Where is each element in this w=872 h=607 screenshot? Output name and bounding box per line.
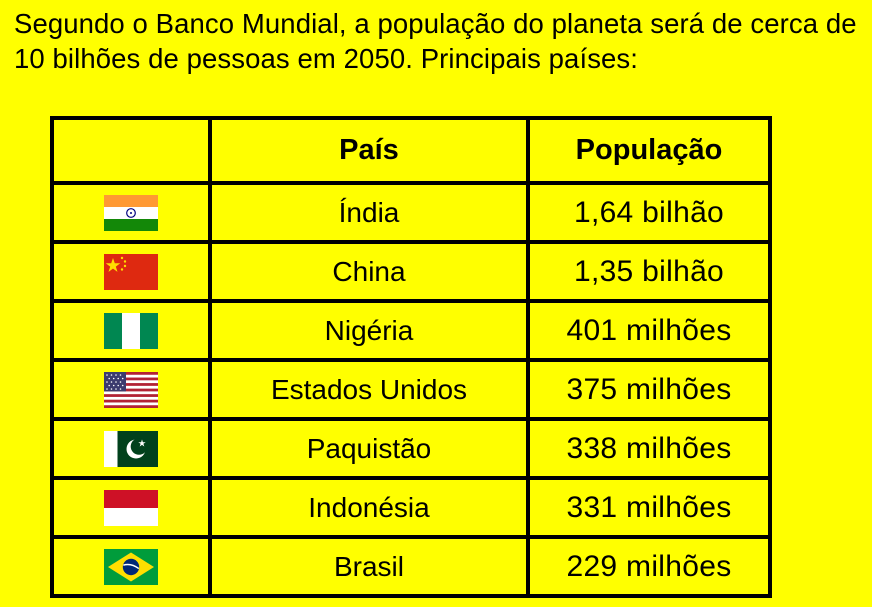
table-row: Brasil 229 milhões [50, 535, 772, 598]
country-name: Nigéria [208, 299, 530, 362]
header-flag [50, 116, 212, 185]
population-value: 338 milhões [526, 417, 772, 480]
header-population: População [526, 116, 772, 185]
flag-cell [50, 240, 212, 303]
flag-cell [50, 181, 212, 244]
india-flag-icon [104, 194, 158, 231]
flag-cell [50, 358, 212, 421]
flag-cell [50, 299, 212, 362]
population-value: 1,64 bilhão [526, 181, 772, 244]
indonesia-flag-icon [104, 489, 158, 526]
table-row: Estados Unidos 375 milhões [50, 358, 772, 421]
country-name: Brasil [208, 535, 530, 598]
nigeria-flag-icon [104, 312, 158, 349]
brazil-flag-icon [104, 548, 158, 585]
country-name: Indonésia [208, 476, 530, 539]
population-value: 229 milhões [526, 535, 772, 598]
usa-flag-icon [104, 371, 158, 408]
population-table: País População Índia 1,64 bilhão [50, 116, 772, 598]
table-row: Nigéria 401 milhões [50, 299, 772, 362]
flag-cell [50, 476, 212, 539]
country-name: China [208, 240, 530, 303]
table-row: Índia 1,64 bilhão [50, 181, 772, 244]
country-name: Índia [208, 181, 530, 244]
china-flag-icon [104, 253, 158, 290]
table-row: Indonésia 331 milhões [50, 476, 772, 539]
header-country: País [208, 116, 530, 185]
population-value: 401 milhões [526, 299, 772, 362]
table-row: Paquistão 338 milhões [50, 417, 772, 480]
flag-cell [50, 417, 212, 480]
country-name: Estados Unidos [208, 358, 530, 421]
population-value: 331 milhões [526, 476, 772, 539]
population-value: 375 milhões [526, 358, 772, 421]
table-header-row: País População [50, 116, 772, 185]
country-name: Paquistão [208, 417, 530, 480]
table-row: China 1,35 bilhão [50, 240, 772, 303]
population-value: 1,35 bilhão [526, 240, 772, 303]
intro-text: Segundo o Banco Mundial, a população do … [14, 8, 857, 74]
flag-cell [50, 535, 212, 598]
pakistan-flag-icon [104, 430, 158, 467]
